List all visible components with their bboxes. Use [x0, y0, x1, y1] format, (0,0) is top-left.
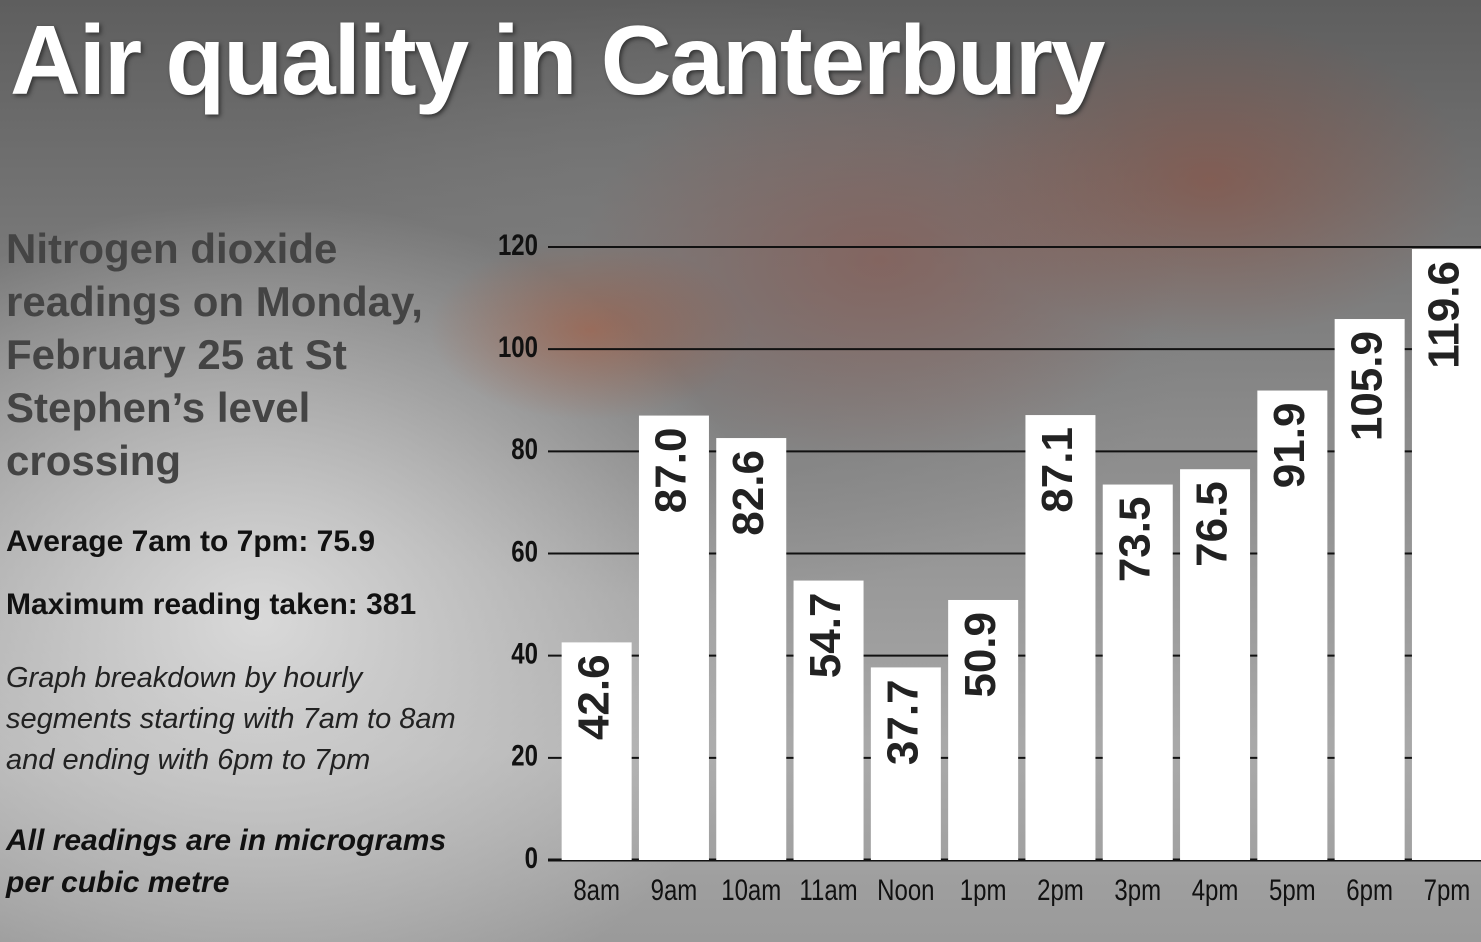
x-tick-label: 10am: [721, 872, 781, 906]
value-label: 105.9: [1342, 331, 1391, 441]
bar: [638, 415, 709, 860]
y-tick-label: 40: [511, 636, 538, 670]
bar: [561, 642, 632, 860]
x-tick-label: 3pm: [1114, 872, 1161, 906]
bar: [1180, 469, 1251, 860]
y-tick-label: 100: [498, 329, 538, 363]
bar: [1257, 390, 1328, 860]
bar: [793, 580, 864, 860]
y-tick-label: 0: [525, 840, 538, 874]
x-tick-label: Noon: [877, 872, 934, 906]
bar: [1025, 415, 1096, 860]
bar: [1334, 319, 1405, 861]
value-label: 54.7: [801, 593, 850, 679]
annotation: Average 7am to 7pm: 75.9: [6, 525, 376, 558]
bar: [870, 667, 941, 860]
x-tick-label: 4pm: [1192, 872, 1239, 906]
value-label: 76.5: [1188, 481, 1237, 567]
bar: [1411, 249, 1481, 860]
subtitle: Nitrogen dioxide readings on Monday, Feb…: [6, 225, 423, 484]
value-label: 50.9: [956, 612, 1005, 698]
y-tick-label: 60: [511, 534, 538, 568]
value-label: 91.9: [1265, 403, 1314, 489]
x-tick-label: 2pm: [1037, 872, 1084, 906]
y-tick-label: 20: [511, 738, 538, 772]
value-label: 82.6: [724, 450, 773, 536]
x-tick-label: 7pm: [1424, 872, 1471, 906]
value-label: 37.7: [878, 679, 927, 765]
annotation: All readings are in micrograms per cubic…: [6, 824, 447, 899]
x-tick-label: 11am: [799, 872, 857, 906]
x-tick-label: 1pm: [960, 872, 1007, 906]
annotation: Graph breakdown by hourly segments start…: [6, 662, 456, 776]
chart-title: Air quality in Canterbury: [10, 5, 1106, 115]
y-tick-label: 80: [511, 432, 538, 466]
value-label: 73.5: [1110, 497, 1159, 583]
x-tick-label: 6pm: [1346, 872, 1393, 906]
annotation: Maximum reading taken: 381: [6, 588, 417, 621]
value-label: 87.0: [647, 428, 696, 514]
bar: [716, 438, 787, 860]
value-label: 42.6: [569, 654, 618, 740]
x-tick-label: 5pm: [1269, 872, 1316, 906]
value-label: 87.1: [1033, 427, 1082, 513]
x-tick-label: 8am: [573, 872, 620, 906]
value-label: 119.6: [1420, 261, 1469, 369]
x-tick-label: 9am: [651, 872, 698, 906]
bar: [948, 599, 1019, 860]
y-tick-label: 120: [498, 227, 538, 261]
bar: [1102, 484, 1173, 860]
